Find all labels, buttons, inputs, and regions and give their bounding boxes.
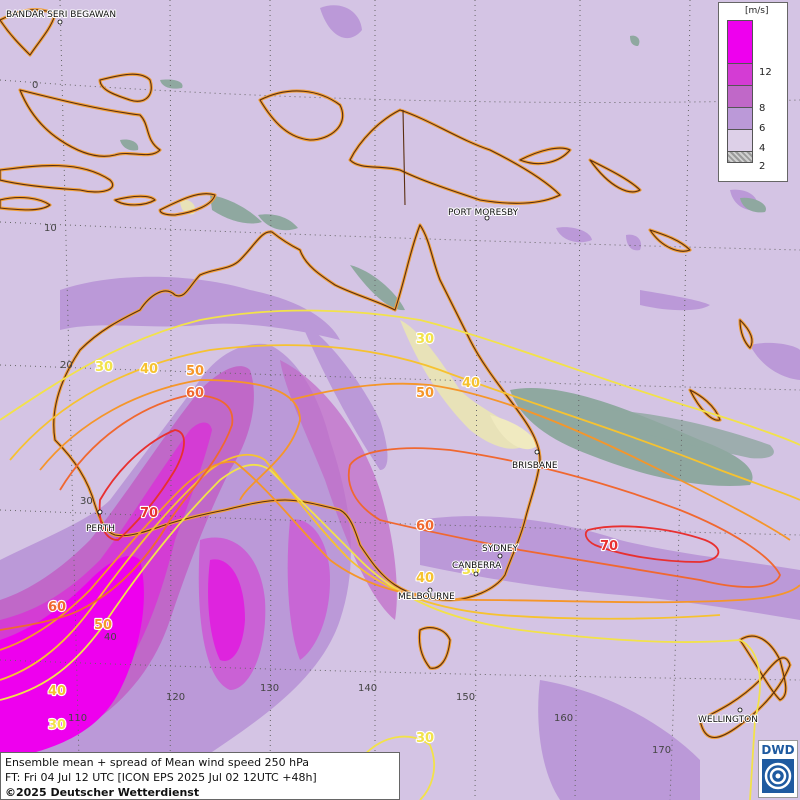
lon-label: 170 bbox=[652, 745, 671, 756]
lat-label: 40 bbox=[104, 632, 117, 643]
legend-swatch bbox=[727, 85, 753, 108]
city-label: CANBERRA bbox=[452, 561, 502, 571]
contour-40-south bbox=[0, 453, 721, 681]
legend-swatch bbox=[727, 20, 753, 64]
legend-tick: 6 bbox=[759, 123, 766, 134]
city-marker bbox=[97, 509, 103, 515]
city-marker bbox=[534, 449, 540, 455]
contour-label: 40 bbox=[140, 362, 158, 377]
contour-30-south bbox=[0, 463, 761, 800]
legend-tick: 2 bbox=[759, 161, 766, 172]
city-marker bbox=[497, 553, 503, 559]
city-labels: BANDAR SERI BEGAWAN PORT MORESBY BRISBAN… bbox=[5, 9, 759, 726]
contour-label: 50 bbox=[94, 618, 112, 633]
contour-label: 50 bbox=[416, 386, 434, 401]
city-label: BRISBANE bbox=[512, 461, 558, 471]
contour-label: 50 bbox=[186, 364, 204, 379]
dwd-logo: DWD bbox=[758, 740, 798, 798]
city-marker bbox=[57, 19, 63, 25]
coastlines bbox=[0, 7, 792, 739]
lon-label: 160 bbox=[554, 713, 573, 724]
info-forecast-time: FT: Fri 04 Jul 12 UTC [ICON EPS 2025 Jul… bbox=[5, 771, 317, 784]
contour-60 bbox=[0, 394, 781, 631]
city-label: WELLINGTON bbox=[698, 715, 758, 725]
contour-30 bbox=[0, 309, 800, 446]
legend-tick: 12 bbox=[759, 67, 772, 78]
logo-text: DWD bbox=[761, 743, 795, 757]
lat-label: 0 bbox=[32, 80, 38, 91]
info-copyright: ©2025 Deutscher Wetterdienst bbox=[5, 786, 200, 799]
contour-label: 30 bbox=[416, 332, 434, 347]
lat-label: 10 bbox=[44, 223, 57, 234]
legend-bar bbox=[727, 20, 753, 163]
lon-label: 120 bbox=[166, 692, 185, 703]
contour-label: 60 bbox=[186, 386, 204, 401]
city-marker bbox=[484, 215, 490, 221]
lat-label: 30 bbox=[80, 496, 93, 507]
city-label: PERTH bbox=[86, 524, 115, 534]
legend-swatch bbox=[727, 107, 753, 130]
contour-70 bbox=[98, 429, 720, 563]
contour-label: 70 bbox=[140, 506, 158, 521]
wind-speed-contours bbox=[0, 309, 800, 800]
contour-50-south bbox=[0, 460, 800, 651]
lon-label: 150 bbox=[456, 692, 475, 703]
lon-label: 130 bbox=[260, 683, 279, 694]
info-title: Ensemble mean + spread of Mean wind spee… bbox=[5, 756, 309, 769]
contour-label: 70 bbox=[600, 539, 618, 554]
legend-tick: 8 bbox=[759, 103, 766, 114]
contour-labels: 30 40 50 60 70 30 40 50 60 70 40 30 60 5… bbox=[47, 331, 619, 747]
city-label: BANDAR SERI BEGAWAN bbox=[6, 10, 116, 20]
city-marker bbox=[473, 571, 479, 577]
coordinate-labels: 0 10 20 30 40 110 120 130 140 150 160 17… bbox=[32, 80, 671, 756]
contour-label: 30 bbox=[95, 360, 113, 375]
lat-label: 20 bbox=[60, 360, 73, 371]
legend-unit: [m/s] bbox=[745, 6, 769, 16]
contour-label: 40 bbox=[416, 571, 434, 586]
city-label: SYDNEY bbox=[482, 544, 519, 554]
city-label: MELBOURNE bbox=[398, 592, 455, 602]
color-legend: [m/s] 12 8 6 4 2 bbox=[718, 2, 788, 182]
lon-label: 140 bbox=[358, 683, 377, 694]
swirl-icon bbox=[762, 759, 794, 793]
contour-label: 40 bbox=[462, 376, 480, 391]
lon-label: 110 bbox=[68, 713, 87, 724]
legend-tick: 4 bbox=[759, 143, 766, 154]
city-marker bbox=[737, 707, 743, 713]
legend-swatch bbox=[727, 129, 753, 152]
contour-50 bbox=[39, 379, 791, 541]
legend-swatch bbox=[727, 151, 753, 163]
contour-label: 60 bbox=[416, 519, 434, 534]
contour-label: 30 bbox=[48, 718, 66, 733]
contour-label: 60 bbox=[48, 600, 66, 615]
contour-30-low bbox=[359, 735, 435, 800]
legend-swatch bbox=[727, 63, 753, 86]
city-marker bbox=[427, 587, 433, 593]
contour-label: 40 bbox=[48, 684, 66, 699]
spread-shading bbox=[0, 5, 800, 800]
info-box: Ensemble mean + spread of Mean wind spee… bbox=[0, 752, 400, 800]
city-label: PORT MORESBY bbox=[448, 208, 519, 218]
contour-label: 30 bbox=[416, 731, 434, 746]
contour-40 bbox=[9, 344, 800, 501]
